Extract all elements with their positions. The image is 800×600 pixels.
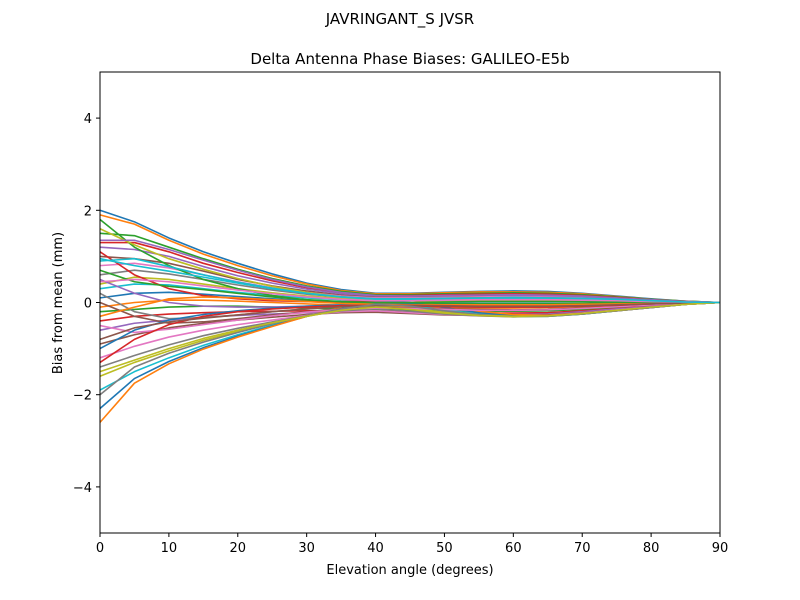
- x-tick-label: 50: [436, 541, 453, 556]
- chart-title: Delta Antenna Phase Biases: GALILEO-E5b: [250, 50, 569, 68]
- series-line-3: [99, 232, 721, 304]
- series-line-29: [99, 228, 720, 304]
- y-axis-label: Bias from mean (mm): [51, 232, 66, 374]
- series-line-35: [100, 239, 721, 304]
- x-tick-label: 70: [574, 541, 591, 556]
- x-axis-label: Elevation angle (degrees): [326, 563, 493, 578]
- y-tick-label: 4: [84, 112, 92, 127]
- series-line-36: [99, 301, 721, 341]
- series-line-37: [99, 278, 721, 304]
- y-axis-ticks: −4 −2 0 2 4: [73, 112, 100, 496]
- x-tick-label: 0: [96, 541, 104, 556]
- series-lines: [99, 209, 721, 423]
- chart-suptitle: JAVRINGANT_S JVSR: [325, 10, 474, 29]
- x-tick-label: 80: [643, 541, 660, 556]
- series-line-23: [99, 218, 720, 305]
- series-line-39: [99, 301, 721, 373]
- x-tick-label: 10: [161, 541, 178, 556]
- series-line-40: [99, 257, 721, 304]
- y-tick-label: −4: [73, 481, 92, 496]
- x-tick-label: 60: [505, 541, 522, 556]
- series-line-27: [99, 301, 721, 334]
- y-tick-label: 2: [84, 204, 92, 219]
- x-tick-label: 20: [230, 541, 247, 556]
- y-tick-label: 0: [84, 297, 92, 312]
- x-tick-label: 30: [298, 541, 315, 556]
- series-line-33: [99, 269, 720, 304]
- x-tick-label: 40: [367, 541, 384, 556]
- y-tick-label: −2: [73, 389, 92, 404]
- x-tick-label: 90: [712, 541, 729, 556]
- x-axis-ticks: 0 10 20 30 40 50 60 70 80 90: [96, 533, 728, 556]
